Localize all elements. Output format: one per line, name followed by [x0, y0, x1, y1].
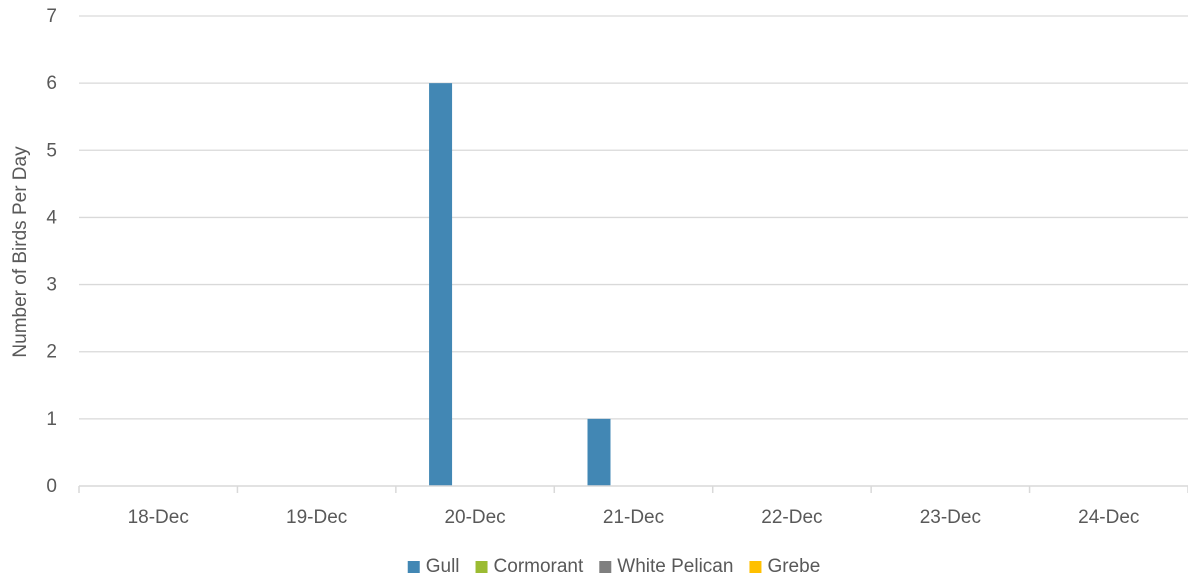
legend-swatch [475, 561, 488, 573]
x-tick-label: 20-Dec [444, 507, 505, 528]
y-tick-label: 0 [46, 476, 57, 497]
axes [78, 485, 1188, 493]
legend-swatch [749, 561, 762, 573]
legend-item-white-pelican: White Pelican [599, 556, 733, 577]
legend-label: Gull [426, 556, 460, 577]
legend-label: Cormorant [494, 556, 584, 577]
x-tick-label: 22-Dec [761, 507, 822, 528]
x-tick-label: 23-Dec [920, 507, 981, 528]
y-axis-title: Number of Birds Per Day [10, 146, 31, 358]
legend: Gull Cormorant White Pelican Grebe [407, 556, 820, 577]
legend-item-gull: Gull [407, 556, 460, 577]
x-tick-label: 24-Dec [1078, 507, 1139, 528]
y-tick-label: 1 [46, 409, 57, 430]
y-tick-label: 2 [46, 342, 57, 363]
bar-gull-21-dec [587, 418, 611, 486]
gridlines [79, 15, 1188, 420]
y-tick-label: 4 [46, 207, 57, 228]
legend-item-grebe: Grebe [749, 556, 820, 577]
bar-gull-20-dec [429, 83, 453, 487]
legend-label: Grebe [767, 556, 820, 577]
legend-item-cormorant: Cormorant [475, 556, 584, 577]
legend-swatch [407, 561, 420, 573]
x-tick-label: 18-Dec [128, 507, 189, 528]
x-tick-labels: 18-Dec 19-Dec 20-Dec 21-Dec 22-Dec 23-Dec 24-D… [128, 507, 1140, 528]
y-tick-labels: 0 1 2 3 4 5 6 7 [46, 6, 57, 497]
y-tick-label: 5 [46, 140, 57, 161]
legend-label: White Pelican [617, 556, 733, 577]
y-tick-label: 3 [46, 275, 57, 296]
x-tick-label: 19-Dec [286, 507, 347, 528]
x-tick-label: 21-Dec [603, 507, 664, 528]
bars [429, 83, 611, 487]
legend-swatch [599, 561, 612, 573]
y-tick-label: 7 [46, 6, 57, 27]
y-tick-label: 6 [46, 73, 57, 94]
